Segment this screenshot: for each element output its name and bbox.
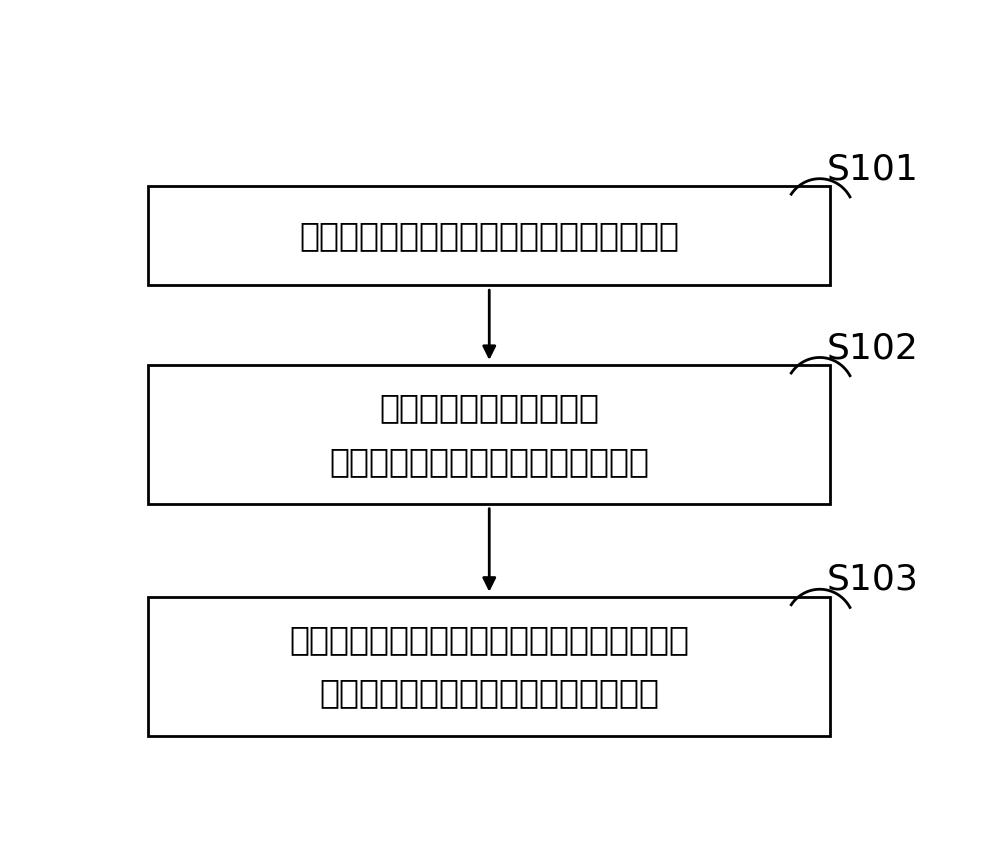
FancyBboxPatch shape	[148, 597, 830, 735]
FancyBboxPatch shape	[148, 365, 830, 504]
Text: S101: S101	[827, 152, 919, 187]
Text: 从所述表面去除所述电极遮罩，在所述表面生
成具有凹凸构型的新型二维构型化电极: 从所述表面去除所述电极遮罩，在所述表面生 成具有凹凸构型的新型二维构型化电极	[289, 623, 689, 710]
Text: S103: S103	[827, 563, 919, 597]
Text: S102: S102	[827, 331, 919, 366]
Text: 将预设的电极催化剂浆料
涂覆于所述隔膜的表面进行电极加工: 将预设的电极催化剂浆料 涂覆于所述隔膜的表面进行电极加工	[329, 391, 649, 477]
FancyBboxPatch shape	[148, 186, 830, 286]
Text: 将预设的电极遮罩设置在预设的隔膜的表面: 将预设的电极遮罩设置在预设的隔膜的表面	[299, 219, 679, 252]
